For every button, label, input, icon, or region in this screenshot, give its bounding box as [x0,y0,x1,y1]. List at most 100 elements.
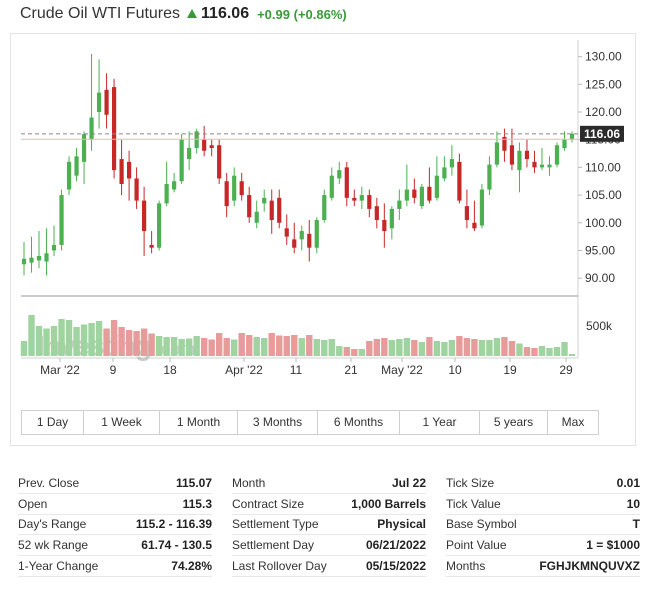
candle-body[interactable] [224,181,229,207]
candle-body[interactable] [134,178,139,201]
time-range-selector: 1 Day 1 Week 1 Month 3 Months 6 Months 1 Year… [21,410,599,435]
range-button-max[interactable]: Max [561,415,585,429]
candle-body[interactable] [179,139,184,182]
candle-body[interactable] [247,195,252,218]
stat-label: Month [232,475,266,490]
candle-body[interactable] [479,189,485,226]
candle-body[interactable] [472,222,477,229]
range-button-6-months[interactable]: 6 Months [318,411,400,434]
candle-body[interactable] [111,87,117,171]
candle-body[interactable] [202,139,207,151]
volume-bar [471,339,478,356]
candle-body[interactable] [412,189,417,198]
candle-body[interactable] [119,159,124,184]
x-tick-label: 29 [559,363,573,377]
candle-body[interactable] [569,133,575,140]
candle-body[interactable] [487,164,492,190]
candle-body[interactable] [126,161,132,179]
candle-body[interactable] [457,161,462,201]
stat-value: 115.07 [175,475,212,490]
candle-body[interactable] [502,136,507,151]
candle-body[interactable] [217,145,222,179]
candle-body[interactable] [547,164,552,168]
candle-body[interactable] [517,150,522,171]
candle-body[interactable] [44,253,49,262]
candle-body[interactable] [539,164,545,168]
x-tick-label: May '22 [381,363,423,377]
range-button-1-day[interactable]: 1 Day [22,411,84,434]
stat-row: Tick Size 0.01 [446,473,640,494]
candle-body[interactable] [142,200,147,232]
candle-body[interactable] [51,244,57,251]
candle-body[interactable] [427,186,432,201]
candle-body[interactable] [419,186,424,207]
candle-body[interactable] [89,117,94,140]
candle-body[interactable] [367,195,372,209]
candle-body[interactable] [314,220,319,248]
candle-body[interactable] [352,197,357,201]
candle-body[interactable] [464,206,470,220]
candle-body[interactable] [254,211,259,223]
candle-body[interactable] [524,150,530,160]
candle-body[interactable] [389,208,394,229]
candle-body[interactable] [149,244,154,248]
volume-bar [200,338,208,356]
range-button-3-months[interactable]: 3 Months [238,411,318,434]
price-chart[interactable]: 130.00125.00120.00115.00110.00105.00100.… [0,0,650,400]
candle-body[interactable] [187,148,192,160]
candle-body[interactable] [277,197,282,223]
candle-body[interactable] [374,206,379,220]
candle-body[interactable] [292,239,297,248]
candle-body[interactable] [239,181,244,196]
stat-row: Last Rollover Day 05/15/2022 [232,556,426,577]
candle-body[interactable] [29,257,34,263]
candle-body[interactable] [494,142,500,165]
candle-body[interactable] [262,197,267,204]
candle-body[interactable] [59,195,64,245]
candle-body[interactable] [344,167,349,198]
stat-row: Month Jul 22 [232,473,426,494]
candle-body[interactable] [554,145,560,165]
candle-body[interactable] [509,145,515,165]
range-button-1-week[interactable]: 1 Week [84,411,160,434]
stat-row: Months FGHJKMNQUVXZ [446,556,640,577]
candle-body[interactable] [442,167,447,179]
volume-bar [223,338,230,356]
candle-body[interactable] [74,156,79,176]
candle-body[interactable] [96,92,102,112]
candle-body[interactable] [382,220,387,232]
range-button-1-month[interactable]: 1 Month [160,411,238,434]
candle-body[interactable] [172,181,177,190]
candle-body[interactable] [337,170,342,179]
candle-body[interactable] [299,231,304,240]
candle-body[interactable] [284,228,289,237]
range-button-1-year[interactable]: 1 Year [400,411,480,434]
candle-body[interactable] [164,184,169,204]
candle-body[interactable] [104,89,109,115]
stat-value: 61.74 - 130.5 [141,538,212,553]
candle-body[interactable] [404,189,409,201]
candle-body[interactable] [359,195,364,201]
x-tick-label: 10 [448,363,462,377]
candle-body[interactable] [449,159,454,168]
candle-body[interactable] [329,175,334,198]
candle-body[interactable] [269,200,274,220]
candle-body[interactable] [66,161,72,190]
candle-body[interactable] [232,175,237,201]
volume-bar [321,340,328,356]
volume-bar [140,328,148,356]
candle-body[interactable] [532,161,537,168]
stat-value: 10 [626,496,640,511]
range-button-5-years[interactable]: 5 years [480,411,548,434]
candle-body[interactable] [209,145,214,148]
candle-body[interactable] [322,195,327,220]
candle-body[interactable] [434,175,439,198]
candle-body[interactable] [157,203,162,248]
stat-label: Settlement Type [232,517,319,532]
candle-body[interactable] [307,233,312,248]
candle-body[interactable] [81,134,87,162]
candle-body[interactable] [562,139,567,148]
candle-body[interactable] [21,258,27,265]
candle-body[interactable] [36,256,42,261]
candle-body[interactable] [397,200,402,209]
